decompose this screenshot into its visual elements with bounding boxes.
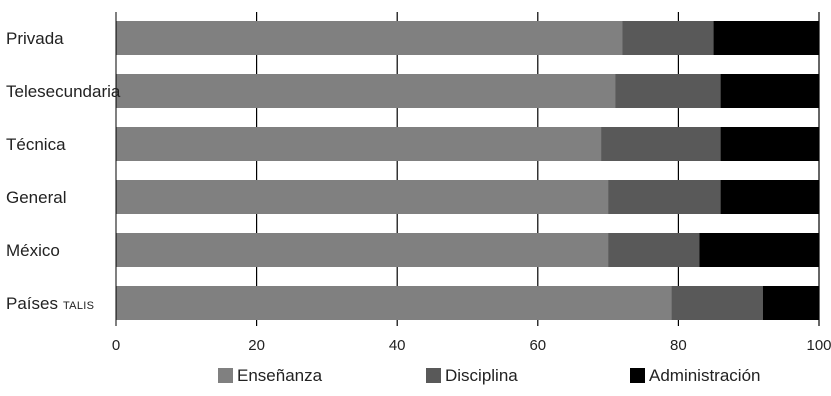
category-label: Privada — [6, 29, 64, 48]
category-label: General — [6, 188, 66, 207]
category-label: Países TALIS — [6, 294, 94, 313]
legend-item: Enseñanza — [218, 366, 323, 385]
category-label-name: Técnica — [6, 135, 66, 154]
bar-segment-disciplina — [615, 74, 721, 108]
bar-segment-ensenanza — [116, 127, 602, 161]
x-tick-labels: 0 20 40 60 80 100 — [112, 337, 831, 354]
legend: Enseñanza Disciplina Administración — [218, 366, 761, 385]
bar-segment-administracion — [699, 233, 819, 267]
bar-segment-ensenanza — [116, 286, 672, 320]
x-tick-label: 40 — [389, 337, 406, 354]
bar-segment-ensenanza — [116, 21, 623, 55]
category-label-name: Privada — [6, 29, 64, 48]
legend-item: Disciplina — [426, 366, 518, 385]
bar-segment-disciplina — [671, 286, 763, 320]
bars — [116, 21, 819, 320]
bar-segment-administracion — [720, 180, 819, 214]
category-label: Técnica — [6, 135, 66, 154]
category-labels: Privada Telesecundaria Técnica General Méxic… — [6, 29, 121, 313]
legend-label: Administración — [649, 366, 761, 385]
category-label: Telesecundaria — [6, 82, 121, 101]
bar-segment-ensenanza — [116, 74, 616, 108]
category-label-name: Países — [6, 294, 58, 313]
x-tick-label: 100 — [806, 337, 831, 354]
legend-label: Enseñanza — [237, 366, 323, 385]
category-label: México — [6, 241, 60, 260]
bar-segment-disciplina — [622, 21, 714, 55]
bar-segment-disciplina — [601, 127, 721, 161]
category-label-name: Telesecundaria — [6, 82, 121, 101]
legend-swatch — [218, 368, 233, 383]
bar-segment-disciplina — [608, 233, 700, 267]
legend-swatch — [630, 368, 645, 383]
bar-segment-administracion — [720, 74, 819, 108]
category-label-name: General — [6, 188, 66, 207]
bar-segment-administracion — [762, 286, 819, 320]
category-label-suffix: TALIS — [63, 300, 94, 312]
gridlines — [256, 12, 820, 326]
bar-segment-administracion — [720, 127, 819, 161]
legend-item: Administración — [630, 366, 761, 385]
bar-segment-administracion — [713, 21, 819, 55]
x-tick-label: 80 — [670, 337, 687, 354]
x-tick-label: 60 — [529, 337, 546, 354]
bar-segment-disciplina — [608, 180, 721, 214]
legend-label: Disciplina — [445, 366, 518, 385]
bar-segment-ensenanza — [116, 180, 609, 214]
x-tick-label: 20 — [248, 337, 265, 354]
legend-swatch — [426, 368, 441, 383]
x-tick-label: 0 — [112, 337, 120, 354]
category-label-name: México — [6, 241, 60, 260]
bar-segment-ensenanza — [116, 233, 609, 267]
